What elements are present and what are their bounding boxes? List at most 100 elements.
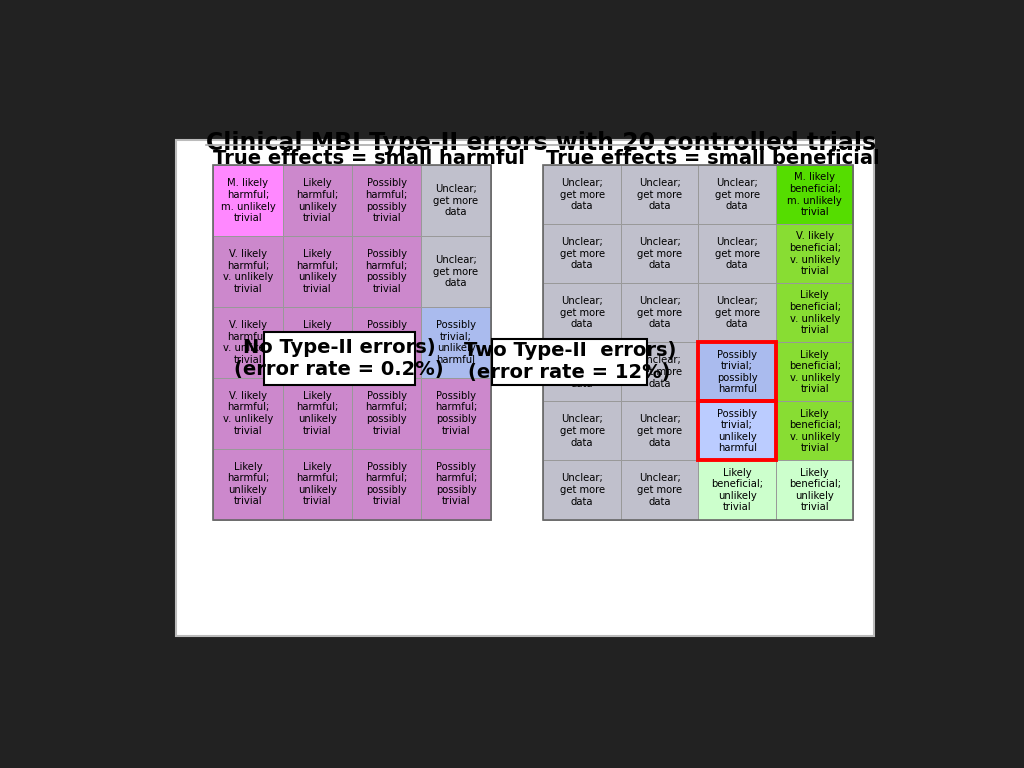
- Text: True effects = small beneficial: True effects = small beneficial: [547, 149, 880, 168]
- Bar: [698, 402, 776, 461]
- Text: Possibly
harmful;
possibly
trivial: Possibly harmful; possibly trivial: [366, 178, 408, 223]
- Bar: [421, 165, 490, 236]
- Bar: [621, 283, 698, 343]
- Bar: [352, 378, 421, 449]
- Text: Unclear;
get more
data: Unclear; get more data: [559, 296, 605, 329]
- Text: V. likely
harmful;
v. unlikely
trivial: V. likely harmful; v. unlikely trivial: [223, 391, 273, 435]
- Bar: [776, 283, 853, 343]
- Bar: [621, 343, 698, 402]
- Bar: [352, 165, 421, 236]
- Text: Two Type-II  errors)
(error rate = 12%): Two Type-II errors) (error rate = 12%): [464, 341, 676, 382]
- Text: Unclear;
get more
data: Unclear; get more data: [559, 178, 605, 211]
- Text: Likely
harmful;
unlikely
trivial: Likely harmful; unlikely trivial: [296, 178, 338, 223]
- Text: Likely
harmful;
unlikely
trivial: Likely harmful; unlikely trivial: [296, 249, 338, 294]
- Bar: [213, 307, 283, 378]
- Text: No Type-II errors)
(error rate = 0.2%): No Type-II errors) (error rate = 0.2%): [234, 338, 444, 379]
- Bar: [352, 236, 421, 307]
- Text: Likely
beneficial;
v. unlikely
trivial: Likely beneficial; v. unlikely trivial: [788, 409, 841, 453]
- Text: Likely
beneficial;
v. unlikely
trivial: Likely beneficial; v. unlikely trivial: [788, 349, 841, 394]
- Bar: [421, 378, 490, 449]
- Bar: [698, 461, 776, 519]
- Text: Possibly
harmful;
possibly
trivial: Possibly harmful; possibly trivial: [435, 391, 477, 435]
- Bar: [283, 449, 352, 519]
- Text: Clinical MBI Type-II errors with 20 controlled trials: Clinical MBI Type-II errors with 20 cont…: [206, 131, 876, 154]
- Bar: [544, 402, 621, 461]
- Text: Possibly
harmful;
possibly
trivial: Possibly harmful; possibly trivial: [435, 462, 477, 506]
- Bar: [421, 449, 490, 519]
- Bar: [421, 307, 490, 378]
- Text: Possibly
harmful;
possibly
trivial: Possibly harmful; possibly trivial: [366, 249, 408, 294]
- Bar: [421, 236, 490, 307]
- Bar: [544, 343, 621, 402]
- Bar: [698, 224, 776, 283]
- Bar: [698, 343, 776, 402]
- Bar: [698, 343, 776, 402]
- Text: Unclear;
get more
data: Unclear; get more data: [559, 415, 605, 448]
- Text: Unclear;
get more
data: Unclear; get more data: [637, 415, 682, 448]
- Bar: [213, 165, 490, 519]
- Text: Unclear;
get more
data: Unclear; get more data: [637, 473, 682, 507]
- Text: V. likely
harmful;
v. unlikely
trivial: V. likely harmful; v. unlikely trivial: [223, 320, 273, 365]
- Bar: [352, 449, 421, 519]
- Text: Possibly
trivial;
possibly
harmful: Possibly trivial; possibly harmful: [717, 349, 758, 394]
- Bar: [698, 165, 776, 224]
- Bar: [544, 283, 621, 343]
- Text: Unclear;
get more
data: Unclear; get more data: [715, 178, 760, 211]
- Text: Unclear;
get more
data: Unclear; get more data: [637, 178, 682, 211]
- Text: Likely
beneficial;
unlikely
trivial: Likely beneficial; unlikely trivial: [788, 468, 841, 512]
- Bar: [213, 378, 283, 449]
- Bar: [283, 236, 352, 307]
- Bar: [776, 165, 853, 224]
- Bar: [776, 343, 853, 402]
- Text: Unclear;
get more
data: Unclear; get more data: [715, 237, 760, 270]
- Bar: [283, 165, 352, 236]
- Text: Unclear;
get more
data: Unclear; get more data: [637, 356, 682, 389]
- Bar: [352, 307, 421, 378]
- Text: Unclear;
get more
data: Unclear; get more data: [715, 296, 760, 329]
- Text: Possibly
harmful;
possibly
trivial: Possibly harmful; possibly trivial: [366, 320, 408, 365]
- Bar: [544, 461, 621, 519]
- Text: M. likely
harmful;
m. unlikely
trivial: M. likely harmful; m. unlikely trivial: [220, 178, 275, 223]
- Bar: [263, 333, 415, 385]
- Bar: [621, 165, 698, 224]
- Bar: [544, 165, 853, 519]
- Bar: [776, 402, 853, 461]
- Text: Unclear;
get more
data: Unclear; get more data: [559, 473, 605, 507]
- Text: M. likely
beneficial;
m. unlikely
trivial: M. likely beneficial; m. unlikely trivia…: [787, 173, 842, 217]
- Text: Likely
beneficial;
unlikely
trivial: Likely beneficial; unlikely trivial: [711, 468, 763, 512]
- Bar: [176, 140, 873, 636]
- Bar: [698, 283, 776, 343]
- Bar: [283, 378, 352, 449]
- Bar: [621, 402, 698, 461]
- Text: Unclear;
get more
data: Unclear; get more data: [433, 184, 478, 217]
- Text: Unclear;
get more
data: Unclear; get more data: [433, 255, 478, 288]
- Bar: [544, 224, 621, 283]
- Text: Unclear;
get more
data: Unclear; get more data: [637, 296, 682, 329]
- Bar: [776, 461, 853, 519]
- Bar: [698, 402, 776, 461]
- Bar: [621, 224, 698, 283]
- Text: Unclear;
get more
data: Unclear; get more data: [559, 356, 605, 389]
- Text: True effects = small harmful: True effects = small harmful: [213, 149, 525, 168]
- Text: Likely
harmful;
unlikely
trivial: Likely harmful; unlikely trivial: [226, 462, 269, 506]
- Bar: [776, 224, 853, 283]
- Bar: [213, 236, 283, 307]
- Text: Possibly
harmful;
possibly
trivial: Possibly harmful; possibly trivial: [366, 462, 408, 506]
- Text: V. likely
beneficial;
v. unlikely
trivial: V. likely beneficial; v. unlikely trivia…: [788, 231, 841, 276]
- Text: V. likely
harmful;
v. unlikely
trivial: V. likely harmful; v. unlikely trivial: [223, 249, 273, 294]
- Text: Unclear;
get more
data: Unclear; get more data: [559, 237, 605, 270]
- Bar: [213, 449, 283, 519]
- Text: Possibly
trivial;
unlikely
harmful: Possibly trivial; unlikely harmful: [717, 409, 757, 453]
- Text: Unclear;
get more
data: Unclear; get more data: [637, 237, 682, 270]
- Text: Possibly
trivial;
unlikely
harmful: Possibly trivial; unlikely harmful: [436, 320, 476, 365]
- Bar: [621, 461, 698, 519]
- Bar: [544, 165, 621, 224]
- Text: Likely
harmful;
unlikely
trivial: Likely harmful; unlikely trivial: [296, 462, 338, 506]
- Text: Possibly
harmful;
possibly
trivial: Possibly harmful; possibly trivial: [366, 391, 408, 435]
- Bar: [213, 165, 283, 236]
- Text: Likely
harmful;
unlikely
trivial: Likely harmful; unlikely trivial: [296, 391, 338, 435]
- Text: Likely
beneficial;
v. unlikely
trivial: Likely beneficial; v. unlikely trivial: [788, 290, 841, 336]
- Text: Likely
harmful;
unlikely
trivial: Likely harmful; unlikely trivial: [296, 320, 338, 365]
- Bar: [283, 307, 352, 378]
- Bar: [493, 339, 647, 385]
